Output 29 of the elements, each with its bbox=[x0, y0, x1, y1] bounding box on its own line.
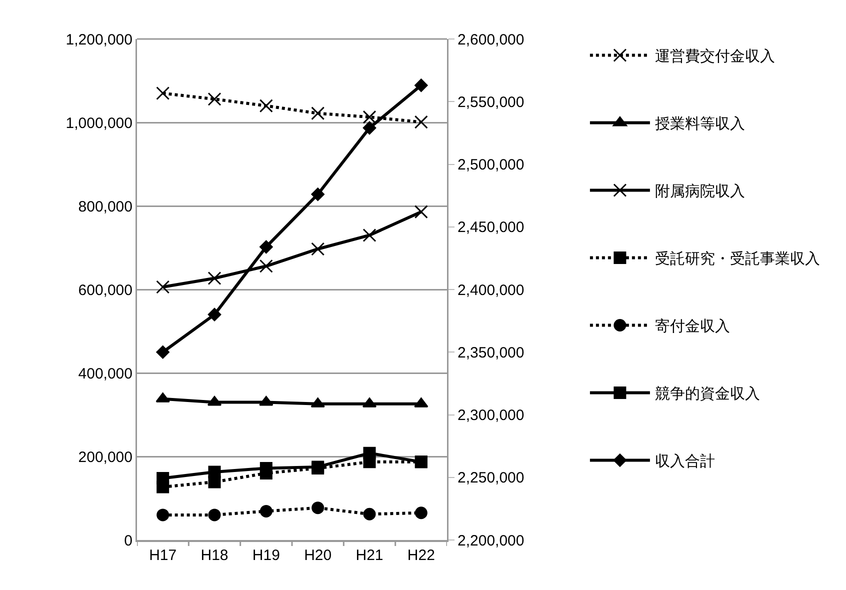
x-tick-label: H20 bbox=[304, 547, 332, 564]
y2-tick-label: 2,350,000 bbox=[458, 344, 524, 362]
y-tick-label: 0 bbox=[124, 532, 132, 550]
x-tick-label: H21 bbox=[356, 547, 384, 564]
y-tick-label: 1,200,000 bbox=[66, 31, 132, 48]
legend-label: 競争的資金収入 bbox=[654, 386, 760, 403]
y2-tick-label: 2,550,000 bbox=[458, 94, 524, 111]
y2-tick-label: 2,600,000 bbox=[458, 31, 524, 48]
legend-label: 運営費交付金収入 bbox=[654, 48, 775, 66]
y2-tick-label: 2,200,000 bbox=[458, 532, 524, 550]
y2-tick-label: 2,400,000 bbox=[458, 282, 524, 299]
y-tick-label: 800,000 bbox=[78, 198, 132, 216]
y-tick-label: 400,000 bbox=[78, 365, 132, 382]
y-tick-label: 600,000 bbox=[78, 282, 132, 299]
y2-tick-label: 2,250,000 bbox=[458, 470, 524, 487]
legend-label: 授業料等収入 bbox=[654, 116, 745, 133]
x-tick-label: H22 bbox=[407, 547, 435, 564]
y2-tick-label: 2,500,000 bbox=[458, 156, 524, 174]
legend-label: 寄付金収入 bbox=[654, 318, 730, 336]
x-tick-label: H18 bbox=[200, 547, 228, 564]
legend-label: 収入合計 bbox=[654, 453, 715, 470]
legend-label: 附属病院収入 bbox=[654, 183, 745, 200]
x-tick-label: H17 bbox=[149, 547, 177, 564]
x-tick-label: H19 bbox=[252, 547, 280, 564]
y2-tick-label: 2,450,000 bbox=[458, 219, 524, 236]
legend-label: 受託研究・受託事業収入 bbox=[654, 250, 820, 268]
y-tick-label: 200,000 bbox=[78, 448, 132, 466]
y2-tick-label: 2,300,000 bbox=[458, 407, 524, 424]
y-tick-label: 1,000,000 bbox=[66, 114, 132, 132]
